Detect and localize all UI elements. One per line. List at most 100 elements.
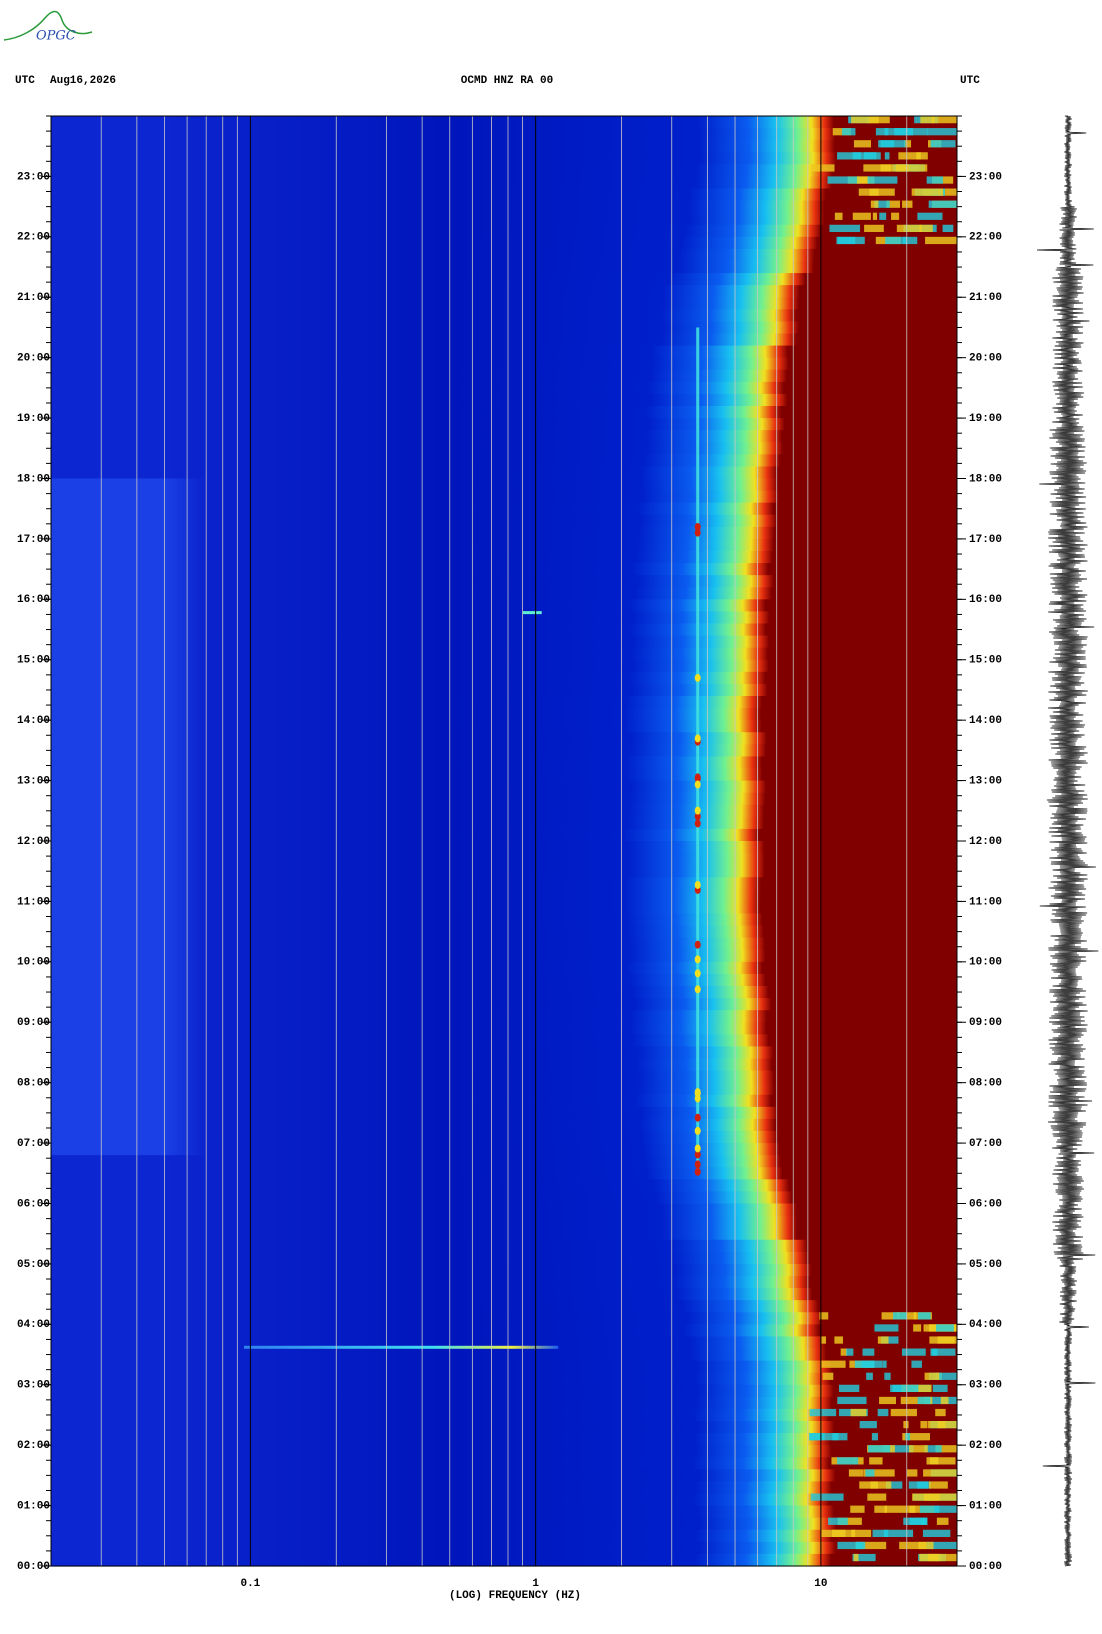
spectrogram-patch bbox=[881, 1312, 900, 1320]
spectrogram-row bbox=[51, 1312, 957, 1325]
spectrogram-row bbox=[51, 1034, 957, 1048]
spectrogram-row bbox=[51, 768, 957, 782]
spectrogram-patch bbox=[902, 236, 918, 245]
y-tick-label-right: 06:00 bbox=[969, 1198, 1002, 1210]
spectrogram-row bbox=[51, 1022, 957, 1035]
y-tick-label: 08:00 bbox=[17, 1078, 50, 1090]
spectrogram-row bbox=[51, 502, 957, 516]
spectrogram-patch bbox=[935, 1408, 946, 1417]
event-streak bbox=[244, 1345, 559, 1349]
spectrogram-patch bbox=[926, 1457, 956, 1465]
spectrogram-row bbox=[51, 309, 957, 323]
spectrogram-patch bbox=[855, 1541, 887, 1550]
spectrogram-row bbox=[51, 200, 957, 214]
spectrogram-row bbox=[51, 1300, 957, 1313]
spectrogram-patch bbox=[917, 1396, 931, 1405]
y-tick-label: 11:00 bbox=[17, 896, 50, 908]
spectrogram-patch bbox=[922, 1529, 951, 1537]
y-tick-label: 07:00 bbox=[17, 1138, 50, 1150]
spectrogram-patch bbox=[932, 1384, 948, 1392]
y-tick-label: 22:00 bbox=[17, 232, 50, 244]
spectrogram-row bbox=[51, 1167, 957, 1180]
spectrogram-patch bbox=[832, 128, 851, 136]
spectrogram-row bbox=[51, 526, 957, 540]
spectrogram-patch bbox=[874, 200, 890, 208]
spectrogram-patch bbox=[863, 164, 892, 172]
spectrogram-patch bbox=[837, 1396, 867, 1405]
y-tick-label: 09:00 bbox=[17, 1017, 50, 1029]
spectrogram-row bbox=[51, 1541, 957, 1555]
spectrogram-patch bbox=[850, 1505, 865, 1513]
y-tick-label: 14:00 bbox=[17, 715, 50, 727]
spectrogram-patch bbox=[880, 164, 909, 172]
spectrogram bbox=[51, 116, 957, 1567]
x-tick-label: 1 bbox=[532, 1578, 539, 1590]
spectral-spot bbox=[694, 969, 701, 978]
spectrogram-patch bbox=[852, 212, 871, 220]
y-tick-label-right: 05:00 bbox=[969, 1259, 1002, 1271]
spectrogram-row bbox=[51, 1276, 957, 1289]
spectrogram-patch bbox=[810, 1493, 844, 1501]
spectrogram-patch bbox=[865, 1469, 875, 1477]
spectrogram-patch bbox=[861, 1360, 875, 1368]
spectrogram-row bbox=[51, 1384, 957, 1398]
spectrogram-row bbox=[51, 949, 957, 963]
spectrogram-patch bbox=[853, 1553, 859, 1562]
spectral-spot bbox=[694, 1160, 701, 1169]
spectrogram-patch bbox=[884, 1372, 891, 1380]
spectrogram-patch bbox=[872, 1529, 889, 1537]
spectral-spot bbox=[694, 940, 701, 949]
spectrogram-patch bbox=[820, 1360, 846, 1368]
spectrogram-patch bbox=[852, 152, 881, 160]
spectral-spot bbox=[694, 1113, 701, 1122]
spectral-line bbox=[696, 327, 700, 1174]
logo-swoosh bbox=[3, 10, 93, 41]
spectrogram-row bbox=[51, 418, 957, 431]
spectrogram-patch bbox=[898, 152, 928, 160]
spectral-spot bbox=[694, 1150, 701, 1159]
spectrogram-row bbox=[51, 587, 957, 600]
spectrogram-row bbox=[51, 1143, 957, 1156]
spectrogram-patch bbox=[877, 1408, 889, 1417]
y-tick-label: 19:00 bbox=[17, 413, 50, 425]
spectrogram-patch bbox=[882, 1360, 887, 1368]
y-tick-label-right: 08:00 bbox=[969, 1078, 1002, 1090]
y-tick-label-right: 17:00 bbox=[969, 534, 1002, 546]
spectrogram-patch bbox=[869, 1457, 883, 1465]
spectrogram-row bbox=[51, 116, 957, 129]
spectrogram-patch bbox=[870, 200, 879, 208]
spectrogram-patch bbox=[854, 1457, 864, 1465]
y-tick-label-right: 16:00 bbox=[969, 594, 1002, 606]
spectrogram-patch bbox=[885, 236, 907, 245]
spectrogram-patch bbox=[927, 1553, 957, 1562]
spectrogram-row bbox=[51, 128, 957, 141]
spectrogram-patch bbox=[911, 1360, 922, 1368]
spectrogram-row bbox=[51, 357, 957, 371]
y-tick-label: 23:00 bbox=[17, 171, 50, 183]
spectrogram-patch bbox=[866, 1372, 873, 1380]
spectrogram-row bbox=[51, 841, 957, 854]
spectral-spot bbox=[694, 522, 701, 531]
spectrogram-patch bbox=[940, 1396, 949, 1405]
y-tick-label-right: 19:00 bbox=[969, 413, 1002, 425]
spectrogram-row bbox=[51, 901, 957, 915]
spectrogram-row bbox=[51, 1070, 957, 1084]
spectrogram-row bbox=[51, 1239, 957, 1253]
spectrogram-row bbox=[51, 273, 957, 286]
spectrogram-patch bbox=[822, 1372, 834, 1380]
spectrogram-row bbox=[51, 889, 957, 903]
spectrogram-patch bbox=[881, 1336, 899, 1344]
y-tick-label-right: 11:00 bbox=[969, 896, 1002, 908]
spectrogram-row bbox=[51, 1529, 957, 1543]
spectrogram-patch bbox=[920, 1421, 928, 1429]
spectrogram-row bbox=[51, 563, 957, 576]
spectrogram-patch bbox=[927, 1421, 946, 1429]
spectrogram-patch bbox=[851, 116, 879, 124]
spectrogram-patch bbox=[896, 224, 922, 232]
spectrogram-row bbox=[51, 937, 957, 951]
spectrogram-row bbox=[51, 297, 957, 310]
spectrogram-row bbox=[51, 683, 957, 697]
spectrogram-row bbox=[51, 1263, 957, 1277]
spectrogram-row bbox=[51, 1155, 957, 1168]
seismogram-trace bbox=[1036, 115, 1099, 1567]
